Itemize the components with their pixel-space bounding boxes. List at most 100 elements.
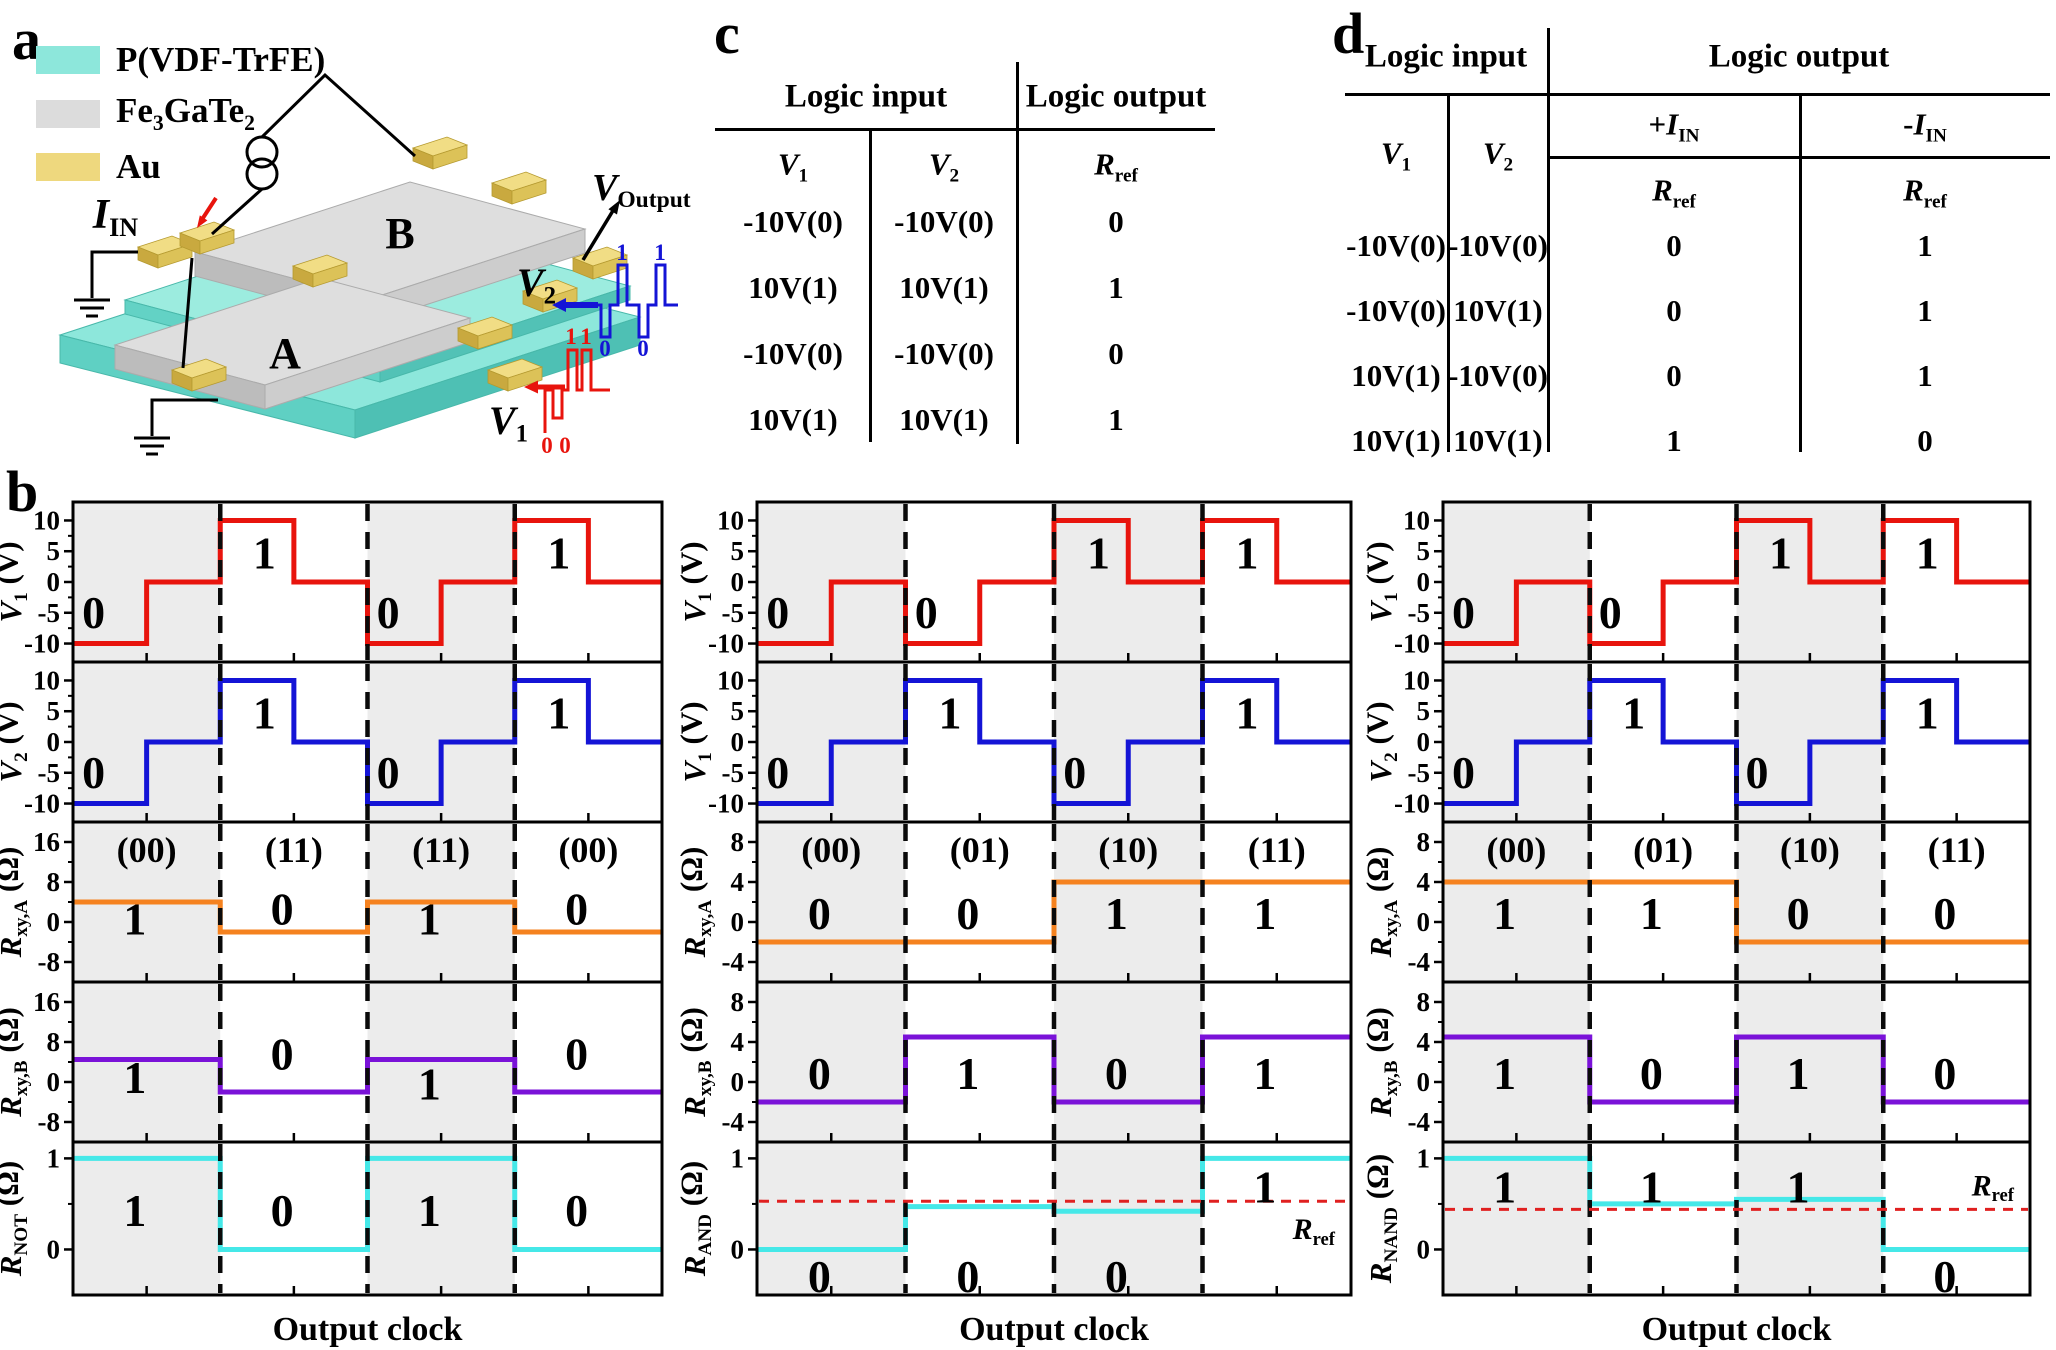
- y-tick-label: 4: [1417, 1027, 1431, 1057]
- y-tick-label: 0: [731, 1234, 745, 1264]
- bit-label: 1: [1236, 688, 1259, 739]
- plot-frame: [755, 1140, 1353, 1297]
- pulse-bit-label: 0: [559, 433, 571, 458]
- y-axis-label: Rxy,B (Ω): [1359, 1007, 1401, 1118]
- panel-c-col-rref: Rref: [1094, 146, 1138, 187]
- bit-label: 0: [956, 1251, 979, 1302]
- panel-d-col-plus-iin: +IIN: [1648, 106, 1700, 147]
- plot-frame: [71, 1140, 664, 1297]
- bit-label: 0: [271, 1185, 294, 1236]
- bit-label: 1: [418, 1059, 441, 1110]
- bit-label: 1: [1253, 1162, 1276, 1213]
- bit-label: 0: [1787, 888, 1810, 939]
- bit-label: 1: [1253, 1048, 1276, 1099]
- shade-band: [1443, 822, 1590, 982]
- legend-item: Au: [36, 147, 325, 187]
- v1-label: V1: [489, 398, 528, 447]
- gold-pad-right: [507, 366, 543, 392]
- panel-a-schematic: A B IIN VOutput V2 V1 1 1 0 0 1 1 0 0: [58, 72, 691, 458]
- bit-label: 1: [418, 894, 441, 945]
- panel-c-header-input: Logic input: [784, 78, 948, 115]
- bit-label: 1: [1493, 1162, 1516, 1213]
- panel-d-header-rule: [1345, 93, 2050, 96]
- material-legend: P(VDF-TrFE) Fe3GaTe2 Au: [36, 40, 325, 198]
- V2-trace: [1443, 677, 2030, 807]
- panel-c-cell: 1: [1108, 270, 1124, 305]
- shade-band: [1736, 982, 1884, 1142]
- wire-ground-2: [150, 398, 218, 436]
- y-tick-label: -5: [38, 598, 61, 628]
- v1-arrow-head: [524, 380, 538, 394]
- bit-label: 0: [808, 1251, 831, 1302]
- panel-c-cell: 10V(1): [748, 270, 838, 305]
- panel-d-cell: 10V(1): [1453, 423, 1543, 458]
- panel-c-header-rule: [715, 128, 1215, 131]
- panel-d-cell: 1: [1917, 293, 1933, 328]
- y-tick-label: 4: [731, 867, 745, 897]
- y-tick-label: -10: [1394, 629, 1430, 659]
- gold-electrodes: [136, 136, 629, 392]
- state-label: (11): [412, 830, 470, 870]
- v2-label: V2: [517, 260, 556, 309]
- shade-band: [1054, 1142, 1203, 1295]
- panel-d-cell: 10V(1): [1453, 293, 1543, 328]
- bit-label: 1: [547, 528, 570, 579]
- iin-arrow-head: [197, 215, 208, 228]
- bit-label: 1: [956, 1048, 979, 1099]
- y-tick-label: 0: [47, 907, 61, 937]
- y-axis-label: Rxy,A (Ω): [0, 847, 32, 959]
- bit-label: 1: [1916, 688, 1939, 739]
- bit-label: 1: [253, 528, 276, 579]
- pulse-bit-label: 0: [637, 336, 649, 361]
- legend-label: Au: [116, 147, 161, 186]
- bit-label: 1: [123, 1185, 146, 1236]
- bit-label: 1: [123, 894, 146, 945]
- panel-d-cell: 1: [1666, 423, 1682, 458]
- panel-c-cell: 1: [1108, 402, 1124, 437]
- y-tick-label: 0: [47, 1067, 61, 1097]
- pulse-bit-label: 1: [565, 324, 577, 349]
- y-tick-label: 5: [47, 696, 61, 726]
- y-tick-label: 5: [731, 536, 745, 566]
- bit-label: 0: [808, 888, 831, 939]
- panel-d-iin-divider: [1799, 96, 1802, 452]
- V1-trace: [757, 517, 1351, 647]
- bit-label: 0: [271, 884, 294, 935]
- bit-label: 0: [377, 747, 400, 798]
- panel-b-letter: b: [6, 459, 39, 524]
- y-tick-label: 10: [1403, 665, 1430, 695]
- bit-label: 0: [808, 1048, 831, 1099]
- bit-label: 1: [1253, 888, 1276, 939]
- y-axis-label: V2 (V): [1359, 701, 1401, 782]
- bit-label: 0: [956, 888, 979, 939]
- wire-vertical: [181, 257, 194, 369]
- y-axis-label: Rxy,B (Ω): [0, 1007, 32, 1118]
- bit-label: 1: [253, 688, 276, 739]
- legend-label: Fe3GaTe2: [116, 91, 255, 135]
- state-label: (01): [950, 830, 1010, 870]
- panel-c-cell: 10V(1): [899, 402, 989, 437]
- bit-label: 0: [565, 884, 588, 935]
- ground-1-icon: [74, 298, 110, 318]
- state-label: (00): [558, 830, 618, 870]
- v1-pulse-icon: [543, 348, 610, 433]
- y-axis-label: V2 (V): [0, 701, 32, 782]
- bit-label: 0: [1105, 1048, 1128, 1099]
- bit-label: 0: [1746, 747, 1769, 798]
- bit-label: 1: [1640, 1162, 1663, 1213]
- bit-label: 1: [418, 1185, 441, 1236]
- state-label: (11): [265, 830, 323, 870]
- panel-d-header-output: Logic output: [1708, 38, 1890, 75]
- ground-2-icon: [134, 436, 170, 456]
- y-tick-label: 0: [1417, 1067, 1431, 1097]
- v2-pulse-icon: [592, 263, 678, 339]
- y-tick-label: 0: [1417, 907, 1431, 937]
- panel-c-header-output: Logic output: [1025, 78, 1207, 115]
- y-tick-label: 0: [731, 727, 745, 757]
- panel-c-cell: -10V(0): [743, 204, 843, 239]
- y-tick-label: -5: [1408, 598, 1431, 628]
- region-a-label: A: [269, 329, 301, 378]
- y-tick-label: -10: [24, 629, 60, 659]
- legend-swatch: [36, 99, 100, 128]
